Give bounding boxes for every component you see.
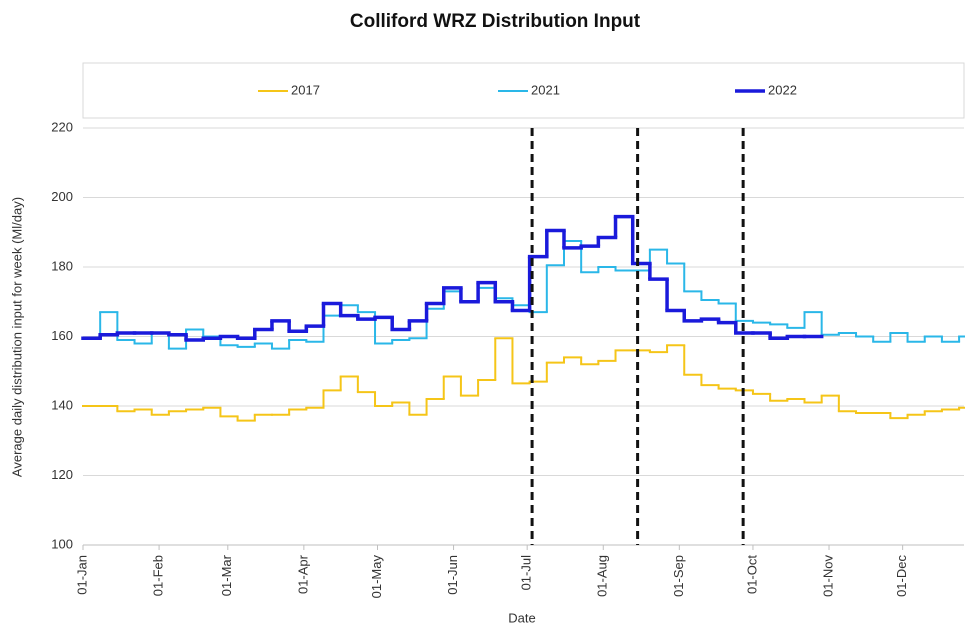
y-tick-label: 220 (51, 119, 73, 134)
x-tick-label: 01-Oct (744, 555, 759, 594)
x-axis-label: Date (508, 610, 535, 625)
x-tick-label: 01-Jun (445, 555, 460, 595)
x-tick-label: 01-Jul (519, 555, 534, 591)
y-tick-label: 180 (51, 258, 73, 273)
x-tick-label: 01-May (369, 555, 384, 599)
y-tick-label: 160 (51, 328, 73, 343)
x-tick-label: 01-Nov (820, 555, 835, 597)
y-tick-label: 100 (51, 536, 73, 551)
legend-label: 2017 (291, 82, 320, 97)
x-tick-label: 01-Mar (219, 554, 234, 596)
x-tick-label: 01-Aug (595, 555, 610, 597)
y-tick-label: 140 (51, 397, 73, 412)
legend-label: 2022 (768, 82, 797, 97)
y-tick-label: 200 (51, 189, 73, 204)
y-axis-label: Average daily distribution input for wee… (9, 197, 24, 477)
x-tick-label: 01-Dec (894, 555, 909, 597)
y-tick-label: 120 (51, 467, 73, 482)
x-tick-label: 01-Sep (671, 555, 686, 597)
legend-label: 2021 (531, 82, 560, 97)
legend-box (82, 62, 965, 119)
x-tick-label: 01-Apr (295, 554, 310, 594)
x-tick-label: 01-Jan (74, 555, 89, 595)
x-tick-label: 01-Feb (151, 555, 166, 596)
chart-title: Colliford WRZ Distribution Input (350, 11, 641, 32)
